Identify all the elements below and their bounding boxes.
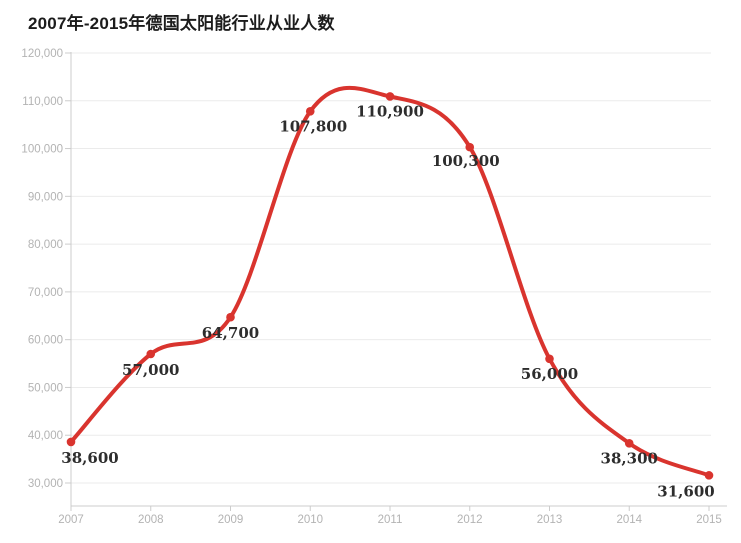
data-point — [624, 439, 634, 448]
y-tick-label: 60,000 — [28, 335, 63, 347]
y-tick-label: 30,000 — [28, 478, 63, 490]
data-point — [146, 349, 156, 359]
x-tick-label: 2013 — [537, 514, 563, 526]
x-tick-label: 2008 — [138, 514, 164, 526]
x-tick-label: 2015 — [696, 514, 722, 526]
trend-line-path — [69, 85, 711, 478]
data-point-label: 31,600 — [657, 482, 714, 500]
x-tick-label: 2010 — [297, 514, 323, 526]
data-point-label: 38,300 — [601, 449, 658, 467]
y-tick-label: 90,000 — [28, 191, 63, 203]
data-point — [226, 312, 235, 322]
data-point-label: 110,900 — [356, 102, 424, 120]
data-point — [545, 354, 554, 364]
data-point — [66, 437, 76, 447]
y-tick-label: 80,000 — [28, 239, 63, 251]
axis-ticks — [65, 52, 710, 511]
data-point — [385, 92, 395, 101]
data-point-labels: 38,600 57,000 64,700 107,800 110,900 100,300 5… — [61, 102, 714, 500]
axis-lines — [70, 52, 727, 507]
x-tick-label: 2014 — [616, 514, 642, 526]
data-point-label: 64,700 — [202, 324, 259, 342]
data-point-label: 38,600 — [61, 449, 118, 467]
data-point — [704, 471, 714, 480]
y-tick-label: 100,000 — [21, 144, 63, 156]
y-tick-label: 70,000 — [28, 287, 63, 299]
data-point — [305, 106, 315, 116]
x-tick-label: 2007 — [58, 514, 84, 526]
data-point-label: 100,300 — [432, 152, 500, 170]
data-point-label: 107,800 — [279, 117, 347, 135]
x-tick-label: 2009 — [218, 514, 244, 526]
y-tick-label: 50,000 — [28, 382, 63, 394]
trend-line — [69, 85, 711, 478]
data-point-label: 56,000 — [521, 365, 578, 383]
y-tick-label: 120,000 — [21, 48, 63, 60]
x-tick-label: 2011 — [378, 514, 403, 526]
x-axis-labels: 2007 2008 2009 2010 2011 2012 2013 2014 2015 — [58, 514, 722, 526]
data-point — [465, 142, 475, 152]
chart-title: 2007年-2015年德国太阳能行业从业人数 — [28, 14, 335, 33]
x-tick-label: 2012 — [457, 514, 483, 526]
data-points — [66, 92, 714, 480]
y-axis-labels: 30,000 40,000 50,000 60,000 70,000 80,000 90,0… — [21, 48, 63, 490]
data-point-label: 57,000 — [122, 361, 179, 379]
y-tick-label: 110,000 — [22, 96, 63, 108]
gridlines — [71, 52, 711, 484]
y-tick-label: 40,000 — [28, 430, 63, 442]
